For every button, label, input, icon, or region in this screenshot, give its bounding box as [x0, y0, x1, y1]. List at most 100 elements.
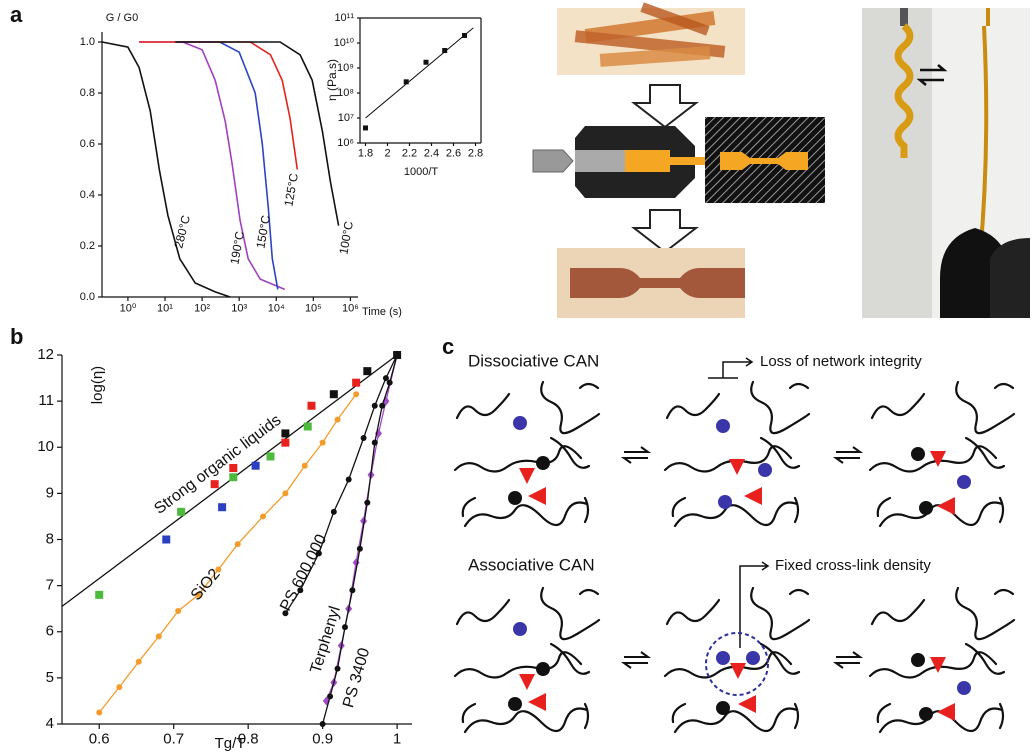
- network-cell: [716, 701, 730, 715]
- point: [393, 351, 401, 359]
- x-tick-label: 10³: [231, 303, 247, 315]
- network-cell: [729, 459, 745, 475]
- x-axis-label: Time (s): [362, 306, 402, 318]
- point: [252, 462, 260, 470]
- point: [175, 608, 181, 614]
- x-tick-label: 0.6: [89, 730, 110, 747]
- point: [320, 721, 326, 727]
- point: [281, 439, 289, 447]
- point: [267, 452, 275, 460]
- network-cell: [455, 382, 599, 526]
- point: [372, 403, 378, 409]
- x-tick-label: 10⁴: [268, 303, 285, 315]
- network-cell: [508, 491, 522, 505]
- point: [218, 503, 226, 511]
- photo-pellets: [557, 2, 745, 75]
- network-cell: [519, 674, 535, 690]
- network-cell: [513, 416, 527, 430]
- process-arrow: [634, 210, 696, 252]
- y-tick-label: 10⁷: [338, 112, 354, 124]
- point: [211, 480, 219, 488]
- extruder-sketch: [625, 150, 670, 172]
- equilibrium-arrow: [836, 447, 860, 463]
- point: [302, 463, 308, 469]
- point: [379, 403, 385, 409]
- point: [349, 587, 355, 593]
- network-cell: [513, 622, 527, 636]
- point: [136, 659, 142, 665]
- x-tick-label: 1.8: [358, 148, 373, 160]
- note-arrow: [740, 562, 768, 648]
- network-cell: [455, 588, 599, 732]
- diagram-note: Fixed cross-link density: [775, 557, 931, 574]
- point: [331, 509, 337, 515]
- network-cell: [744, 487, 762, 505]
- y-tick-label: 5: [46, 669, 54, 686]
- y-tick-label: 10⁸: [337, 87, 354, 99]
- network-cell: [746, 651, 760, 665]
- x-tick-label: 2.4: [424, 148, 439, 160]
- point: [235, 541, 241, 547]
- point: [364, 500, 370, 506]
- series-label: 280°C: [171, 214, 193, 250]
- diagram-title: Dissociative CAN: [468, 351, 599, 370]
- series-line: [175, 42, 277, 289]
- panel-label: c: [442, 334, 454, 359]
- series-label: Strong organic liquids: [151, 412, 284, 518]
- network-cell: [919, 707, 933, 721]
- network-cell: [718, 495, 732, 509]
- x-tick-label: 0.7: [163, 730, 184, 747]
- series-line: [175, 42, 338, 226]
- network-cell: [937, 497, 955, 515]
- point: [327, 693, 333, 699]
- diagram-title: Associative CAN: [468, 555, 595, 574]
- x-tick-label: 10¹: [157, 303, 173, 315]
- y-tick-label: 10⁹: [337, 62, 354, 74]
- y-tick-label: 0.4: [80, 189, 95, 201]
- y-tick-label: 11: [38, 392, 54, 409]
- x-tick-label: 2.8: [468, 148, 483, 160]
- x-tick-label: 2: [384, 148, 390, 160]
- y-tick-label: 0.6: [80, 138, 95, 150]
- x-tick-label: 10⁶: [342, 303, 359, 315]
- y-tick-label: 0.8: [80, 87, 95, 99]
- point: [304, 422, 312, 430]
- diagram-note: Loss of network integrity: [760, 353, 922, 370]
- network-cell: [870, 382, 1014, 526]
- network-cell: [930, 451, 946, 467]
- y-tick-label: 6: [46, 623, 54, 640]
- series-line: [139, 42, 285, 289]
- point: [156, 633, 162, 639]
- point: [282, 490, 288, 496]
- network-cell: [665, 588, 809, 732]
- point: [363, 125, 368, 130]
- point: [95, 591, 103, 599]
- network-cell: [455, 588, 599, 732]
- x-tick-label: 2.2: [402, 148, 417, 160]
- point: [357, 546, 363, 552]
- point: [352, 379, 360, 387]
- y-tick-label: 7: [46, 577, 54, 594]
- y-tick-label: 12: [37, 346, 54, 363]
- extruder-sketch: [533, 150, 573, 172]
- y-tick-label: 8: [46, 530, 54, 547]
- process-arrow: [634, 85, 696, 127]
- extruder-sketch: [670, 157, 710, 165]
- network-cell: [665, 382, 809, 526]
- series-label: PS 600,000: [277, 532, 330, 614]
- series-label: PS 3400: [340, 646, 373, 710]
- network-cell: [930, 657, 946, 673]
- network-cell: [919, 501, 933, 515]
- y-tick-label: 0.0: [80, 291, 95, 303]
- network-cell: [911, 447, 925, 461]
- series-label: 150°C: [253, 214, 273, 250]
- network-cell: [665, 382, 809, 526]
- x-tick-label: 1: [393, 730, 401, 747]
- y-tick-label: 10¹⁰: [334, 37, 355, 49]
- extruder-sketch: [533, 117, 825, 203]
- point: [361, 435, 367, 441]
- network-cell: [665, 588, 809, 732]
- point: [353, 391, 359, 397]
- point: [424, 60, 429, 65]
- x-axis-label: 1000/T: [404, 166, 439, 178]
